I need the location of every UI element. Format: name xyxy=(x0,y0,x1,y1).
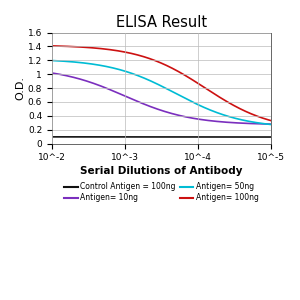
X-axis label: Serial Dilutions of Antibody: Serial Dilutions of Antibody xyxy=(80,167,243,176)
Legend: Control Antigen = 100ng, Antigen= 10ng, Antigen= 50ng, Antigen= 100ng: Control Antigen = 100ng, Antigen= 10ng, … xyxy=(63,181,260,204)
Y-axis label: O.D.: O.D. xyxy=(15,76,25,100)
Title: ELISA Result: ELISA Result xyxy=(116,15,207,30)
